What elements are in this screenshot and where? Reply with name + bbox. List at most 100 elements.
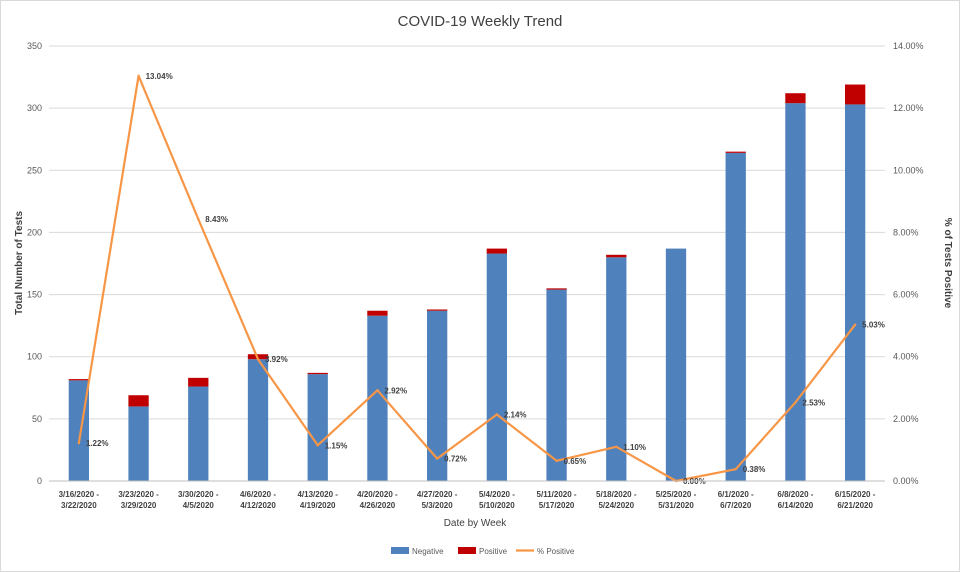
data-label: 13.04% — [146, 72, 173, 81]
x-tick-label: 6/8/2020 - — [777, 490, 813, 499]
legend-swatch — [391, 547, 409, 554]
x-tick-label: 4/5/2020 — [183, 501, 215, 510]
line-point — [853, 323, 857, 326]
bar-positive — [426, 309, 448, 311]
line-point — [615, 445, 618, 449]
x-tick-label: 5/31/2020 — [658, 501, 694, 510]
line-point — [316, 444, 319, 447]
legend-label: Positive — [479, 547, 508, 556]
x-tick-label: 4/13/2020 - — [297, 490, 338, 499]
y-tick-label: 350 — [27, 41, 42, 51]
x-tick-label: 4/12/2020 — [240, 501, 276, 510]
line-percent-positive — [77, 74, 857, 483]
data-label: 2.14% — [504, 411, 527, 420]
bar-negative — [367, 315, 388, 481]
data-label: 0.72% — [444, 455, 467, 464]
x-tick-label: 5/25/2020 - — [656, 490, 697, 499]
bar-positive — [128, 395, 149, 407]
bar-positive — [68, 379, 90, 381]
x-axis-label: Date by Week — [444, 518, 508, 529]
bar-positive — [844, 84, 866, 105]
line-point — [555, 459, 558, 463]
data-label: 1.15% — [325, 441, 348, 450]
data-label: 5.03% — [862, 321, 885, 330]
line-point — [794, 401, 797, 404]
bar-positive — [546, 288, 567, 290]
bar-positive — [725, 151, 746, 153]
x-tick-label: 6/7/2020 — [720, 501, 752, 510]
y-tick-label: 50 — [32, 414, 42, 424]
bar-series — [68, 84, 866, 482]
line-point — [435, 457, 439, 460]
y2-tick-label: 8.00% — [893, 227, 919, 237]
x-tick-label: 3/30/2020 - — [178, 490, 219, 499]
x-tick-label: 3/22/2020 — [61, 501, 97, 510]
x-tick-label: 5/18/2020 - — [596, 490, 637, 499]
legend: Negative Positive % Positive — [391, 547, 575, 556]
line-point — [256, 358, 260, 361]
bar-negative — [128, 406, 149, 481]
y2-tick-label: 0.00% — [893, 476, 919, 486]
x-tick-label: 4/27/2020 - — [417, 490, 458, 499]
chart-title: COVID-19 Weekly Trend — [398, 13, 563, 30]
bar-negative — [606, 257, 627, 481]
bar-negative — [188, 386, 209, 481]
x-tick-label: 5/11/2020 - — [537, 490, 577, 499]
bar-positive — [367, 310, 388, 316]
bar-positive — [486, 248, 508, 254]
data-label: 2.53% — [802, 398, 825, 407]
data-label: 1.10% — [623, 443, 646, 452]
bar-positive — [307, 372, 328, 375]
bar-positive — [606, 254, 627, 258]
x-tick-label: 6/1/2020 - — [718, 490, 754, 499]
x-tick-label: 3/16/2020 - — [59, 490, 100, 499]
y-tick-label: 0 — [37, 476, 42, 486]
x-tick-label: 3/29/2020 — [121, 501, 157, 510]
data-label: 1.22% — [86, 439, 109, 448]
bar-negative — [486, 253, 508, 481]
line-point — [495, 413, 499, 416]
y2-axis: 0.00% 2.00% 4.00% 6.00% 8.00% 10.00% 12.00% 14.… — [893, 41, 924, 486]
y2-axis-label: % of Tests Positive — [942, 218, 953, 309]
y-axis-label: Total Number of Tests — [14, 211, 25, 316]
x-tick-label: 6/14/2020 — [778, 501, 814, 510]
y2-tick-label: 14.00% — [893, 41, 924, 51]
data-label: 2.92% — [384, 386, 407, 395]
y2-tick-label: 12.00% — [893, 103, 924, 113]
data-label: 3.92% — [265, 355, 288, 364]
bar-positive — [188, 377, 209, 387]
x-tick-label: 5/17/2020 — [539, 501, 575, 510]
data-label: 0.65% — [564, 457, 587, 466]
y-tick-label: 300 — [27, 103, 42, 113]
y-axis: 0 50 100 150 200 250 300 350 — [27, 41, 42, 486]
x-tick-label: 5/3/2020 — [422, 501, 454, 510]
line-point — [734, 467, 737, 471]
bar-negative — [247, 359, 269, 481]
line-point — [376, 389, 379, 392]
x-axis: 3/16/2020 - 3/22/2020 3/23/2020 - 3/29/2020… — [49, 480, 885, 510]
line-point — [197, 217, 200, 221]
y2-tick-label: 4.00% — [893, 352, 919, 362]
bar-positive — [785, 93, 806, 104]
bar-negative — [665, 248, 687, 481]
bar-negative — [725, 152, 746, 481]
legend-swatch — [458, 547, 476, 554]
x-tick-label: 6/21/2020 — [837, 501, 873, 510]
y-tick-label: 250 — [27, 165, 42, 175]
x-tick-label: 3/23/2020 - — [118, 490, 159, 499]
legend-label: Negative — [412, 547, 444, 556]
y-tick-label: 150 — [27, 290, 42, 300]
bar-negative — [307, 374, 328, 481]
bar-negative — [546, 289, 567, 481]
y2-tick-label: 10.00% — [893, 165, 924, 175]
x-tick-label: 5/24/2020 — [598, 501, 634, 510]
legend-label: % Positive — [537, 547, 575, 556]
x-tick-label: 4/6/2020 - — [240, 490, 276, 499]
y2-tick-label: 2.00% — [893, 414, 919, 424]
bar-negative — [785, 103, 806, 482]
y-tick-label: 100 — [27, 352, 42, 362]
line-point — [77, 441, 81, 445]
data-label: 8.43% — [205, 215, 228, 224]
